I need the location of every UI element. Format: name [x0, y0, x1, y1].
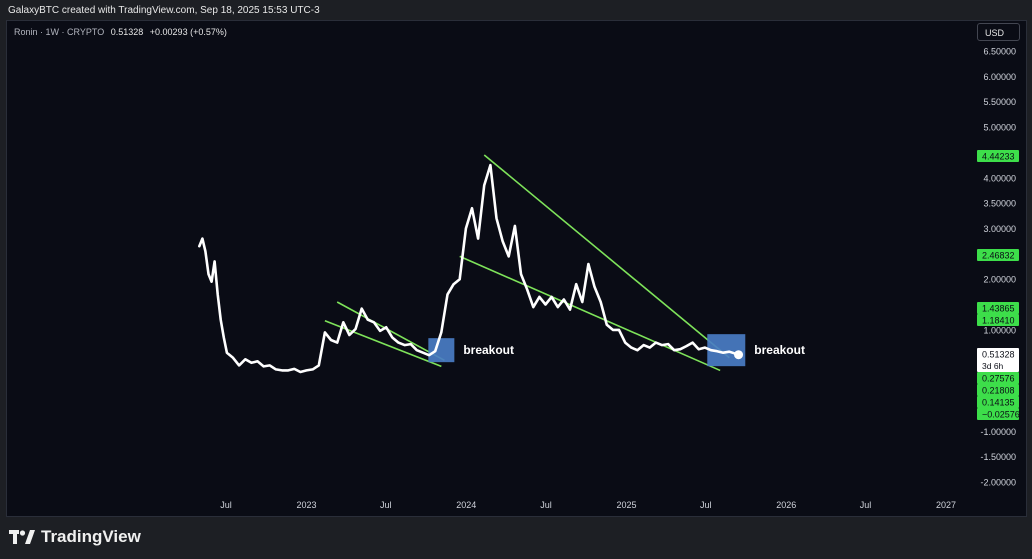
- x-tick-label: 2023: [297, 500, 317, 510]
- x-tick-label: 2024: [456, 500, 476, 510]
- price-tag: [977, 396, 1019, 408]
- price-tag-label: −0.02576: [982, 410, 1020, 420]
- y-tick-label: -1.00000: [980, 427, 1016, 437]
- symbol-change: +0.00293 (+0.57%): [149, 27, 227, 37]
- y-tick-label: 3.00000: [983, 224, 1016, 234]
- x-tick-label: Jul: [540, 500, 552, 510]
- y-tick-label: 6.50000: [983, 47, 1016, 57]
- x-tick-label: 2027: [936, 500, 956, 510]
- price-tag: [977, 408, 1019, 420]
- y-tick-label: 2.00000: [983, 275, 1016, 285]
- price-tag: [977, 384, 1019, 396]
- price-tag-label: 2.46832: [982, 251, 1015, 261]
- price-tag-label: 1.18410: [982, 316, 1015, 326]
- y-tick-label: 3.50000: [983, 199, 1016, 209]
- breakout-label-2: breakout: [754, 343, 805, 357]
- x-tick-label: 2026: [776, 500, 796, 510]
- breakout-label-1: breakout: [463, 343, 514, 357]
- current-price-tag: [977, 348, 1019, 372]
- current-price-value: 0.51328: [982, 350, 1015, 360]
- trendline-2: [324, 320, 442, 368]
- price-tag: [977, 372, 1019, 384]
- y-tick-label: 5.00000: [983, 123, 1016, 133]
- price-tag: [977, 302, 1019, 314]
- price-tag: [977, 150, 1019, 162]
- symbol-name: Ronin · 1W · CRYPTO: [14, 27, 105, 37]
- x-tick-label: Jul: [220, 500, 232, 510]
- price-tag-label: 1.43865: [982, 304, 1015, 314]
- price-tag-label: 0.27576: [982, 374, 1015, 384]
- x-tick-label: Jul: [860, 500, 872, 510]
- y-tick-label: 1.00000: [983, 325, 1016, 335]
- symbol-legend: Ronin · 1W · CRYPTO 0.51328 +0.00293 (+0…: [14, 27, 227, 37]
- x-tick-label: Jul: [380, 500, 392, 510]
- trendline-1: [336, 301, 445, 362]
- y-tick-label: -1.50000: [980, 452, 1016, 462]
- breakout-box-1: [428, 338, 455, 363]
- annotation-label-layer: breakout breakout: [463, 343, 805, 357]
- x-tick-label: 2025: [616, 500, 636, 510]
- tradingview-logo: TradingView: [9, 527, 141, 547]
- chart-caption: GalaxyBTC created with TradingView.com, …: [8, 5, 320, 16]
- tradingview-logo-icon: [9, 530, 35, 544]
- currency-selector[interactable]: USD: [977, 23, 1020, 41]
- price-tag-label: 0.21808: [982, 386, 1015, 396]
- trendline-3: [483, 154, 730, 359]
- price-tag-label: 4.44233: [982, 152, 1015, 162]
- y-tick-label: -2.00000: [980, 478, 1016, 488]
- y-tick-label: 4.00000: [983, 173, 1016, 183]
- price-series-line: [198, 163, 740, 374]
- x-axis-ticks: Jul 2023 Jul 2024 Jul 2025 Jul 2026 Jul 2027: [220, 500, 956, 510]
- brand-name: TradingView: [41, 527, 141, 546]
- y-tick-label: 5.50000: [983, 97, 1016, 107]
- trendline-4: [459, 255, 721, 372]
- price-tag: [977, 249, 1019, 261]
- chart-panel[interactable]: [6, 20, 1027, 517]
- y-tick-label: 6.00000: [983, 72, 1016, 82]
- candle-countdown: 3d 6h: [982, 361, 1004, 371]
- trendline-layer: [324, 154, 730, 372]
- symbol-price: 0.51328: [110, 27, 144, 37]
- last-price-dot: [734, 350, 744, 360]
- price-tag-label: 0.14135: [982, 398, 1015, 408]
- price-tag: [977, 314, 1019, 326]
- x-tick-label: Jul: [700, 500, 712, 510]
- y-axis-ticks: 6.50000 6.00000 5.50000 5.00000 4.00000 3.500…: [980, 47, 1016, 488]
